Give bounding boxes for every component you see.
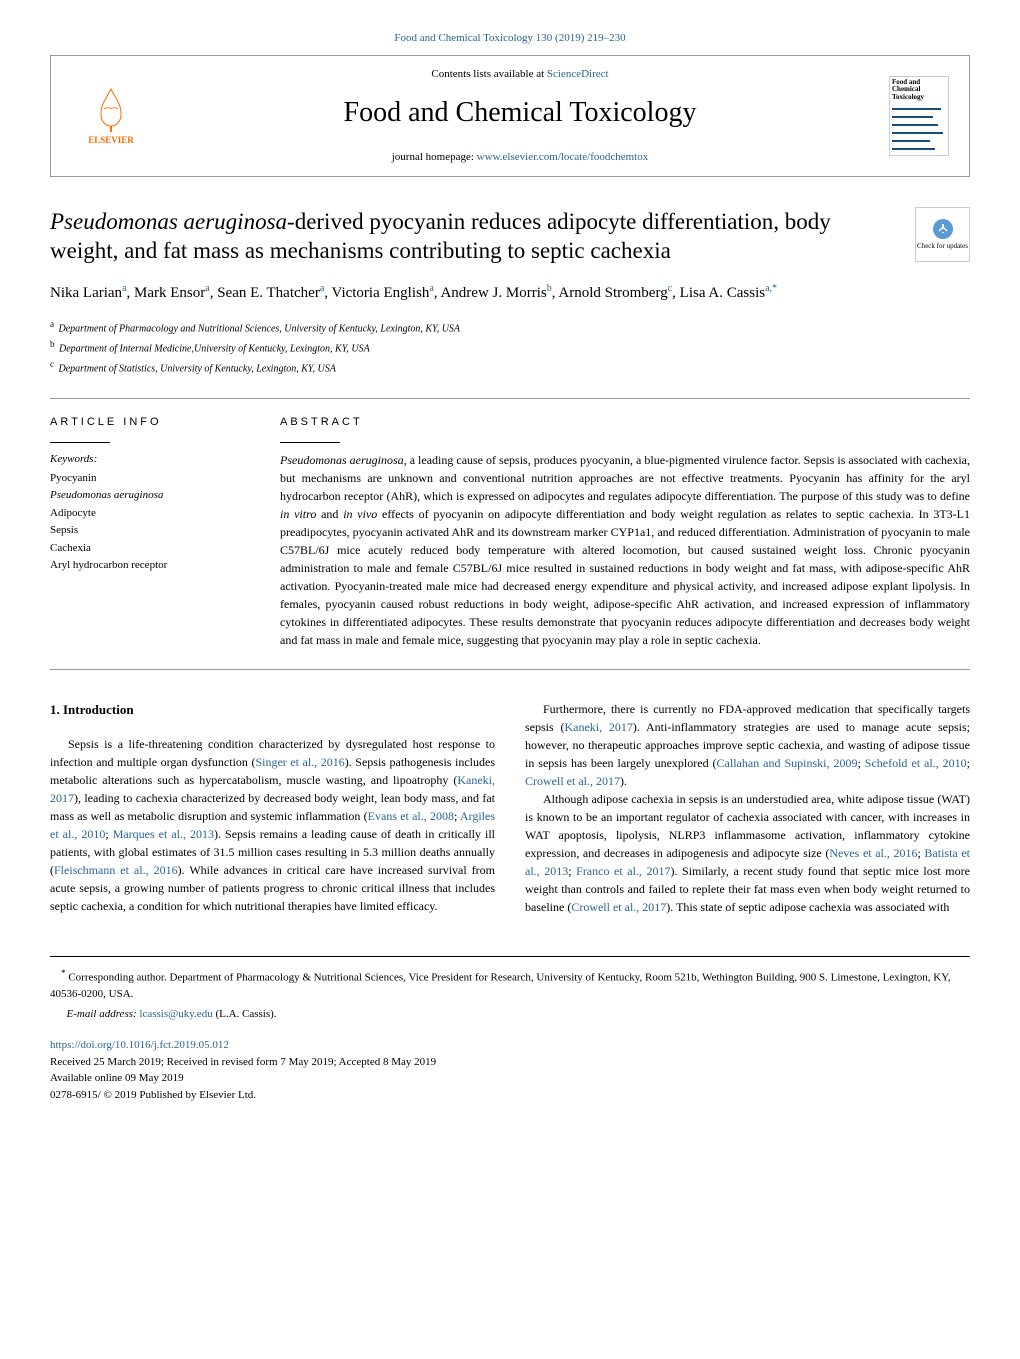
journal-citation: Food and Chemical Toxicology 130 (2019) … — [50, 30, 970, 47]
affiliation: b Department of Internal Medicine,Univer… — [50, 337, 970, 357]
citation-link[interactable]: Evans et al., 2008 — [368, 809, 454, 823]
abstract-text: Pseudomonas aeruginosa, a leading cause … — [280, 451, 970, 649]
abstract-divider — [280, 442, 340, 443]
keyword: Adipocyte — [50, 505, 250, 522]
divider — [50, 669, 970, 670]
abstract: ABSTRACT Pseudomonas aeruginosa, a leadi… — [280, 414, 970, 650]
elsevier-tree-icon — [86, 84, 136, 134]
keyword: Sepsis — [50, 522, 250, 539]
corresponding-author: * Corresponding author. Department of Ph… — [50, 967, 970, 1003]
citation-link[interactable]: Kaneki, 2017 — [564, 720, 632, 734]
keywords-label: Keywords: — [50, 451, 250, 468]
sciencedirect-link[interactable]: ScienceDirect — [547, 68, 609, 80]
email-link[interactable]: lcassis@uky.edu — [139, 1008, 212, 1020]
homepage-line: journal homepage: www.elsevier.com/locat… — [151, 149, 889, 166]
divider — [50, 398, 970, 399]
title-species: Pseudomonas aeruginosa — [50, 209, 287, 234]
info-abstract-section: ARTICLE INFO Keywords: PyocyaninPseudomo… — [50, 414, 970, 650]
affiliation: a Department of Pharmacology and Nutriti… — [50, 317, 970, 337]
intro-paragraph: Sepsis is a life-threatening condition c… — [50, 735, 495, 915]
email-line: E-mail address: lcassis@uky.edu (L.A. Ca… — [50, 1006, 970, 1023]
footer-info: https://doi.org/10.1016/j.fct.2019.05.01… — [50, 1037, 970, 1103]
updates-icon — [931, 217, 955, 241]
citation-link[interactable]: Fleischmann et al., 2016 — [54, 863, 178, 877]
check-updates-badge[interactable]: Check for updates — [915, 207, 970, 262]
citation-link[interactable]: Kaneki, 2017 — [50, 773, 495, 805]
keyword: Cachexia — [50, 540, 250, 557]
doi-link[interactable]: https://doi.org/10.1016/j.fct.2019.05.01… — [50, 1039, 229, 1051]
intro-paragraph: Furthermore, there is currently no FDA-a… — [525, 700, 970, 790]
email-name: (L.A. Cassis). — [213, 1008, 277, 1020]
received-dates: Received 25 March 2019; Received in revi… — [50, 1056, 436, 1068]
citation-link[interactable]: Franco et al., 2017 — [576, 864, 670, 878]
corresp-text: Corresponding author. Department of Phar… — [50, 972, 951, 1001]
journal-title: Food and Chemical Toxicology — [151, 92, 889, 134]
info-divider — [50, 442, 110, 443]
footnote-section: * Corresponding author. Department of Ph… — [50, 956, 970, 1022]
cover-title: Food and Chemical Toxicology — [892, 79, 946, 102]
intro-text: Sepsis is a life-threatening condition c… — [50, 700, 970, 916]
citation-link[interactable]: Callahan and Supinski, 2009 — [717, 756, 858, 770]
homepage-link[interactable]: www.elsevier.com/locate/foodchemtox — [477, 151, 649, 163]
email-label: E-mail address: — [67, 1008, 140, 1020]
affiliation: c Department of Statistics, University o… — [50, 357, 970, 377]
contents-line: Contents lists available at ScienceDirec… — [151, 66, 889, 83]
affiliations: a Department of Pharmacology and Nutriti… — [50, 317, 970, 378]
keyword: Pseudomonas aeruginosa — [50, 487, 250, 504]
abstract-header: ABSTRACT — [280, 414, 970, 431]
article-info-header: ARTICLE INFO — [50, 414, 250, 431]
article-info: ARTICLE INFO Keywords: PyocyaninPseudomo… — [50, 414, 250, 650]
keywords-list: PyocyaninPseudomonas aeruginosaAdipocyte… — [50, 470, 250, 574]
citation-link[interactable]: Singer et al., 2016 — [255, 755, 344, 769]
publisher-name: ELSEVIER — [88, 134, 134, 148]
intro-paragraph: Although adipose cachexia in sepsis is a… — [525, 790, 970, 916]
authors: Nika Lariana, Mark Ensora, Sean E. Thatc… — [50, 281, 970, 305]
citation-link[interactable]: Crowell et al., 2017 — [571, 900, 666, 914]
updates-text: Check for updates — [917, 241, 968, 252]
elsevier-logo: ELSEVIER — [71, 76, 151, 156]
available-date: Available online 09 May 2019 — [50, 1072, 184, 1084]
contents-text: Contents lists available at — [431, 68, 546, 80]
journal-cover-thumbnail: Food and Chemical Toxicology — [889, 76, 949, 156]
keyword: Aryl hydrocarbon receptor — [50, 557, 250, 574]
intro-heading: 1. Introduction — [50, 700, 495, 720]
article-title: Pseudomonas aeruginosa-derived pyocyanin… — [50, 207, 915, 267]
introduction-section: 1. Introduction Sepsis is a life-threate… — [50, 700, 970, 916]
citation-link[interactable]: Crowell et al., 2017 — [525, 774, 620, 788]
header-center: Contents lists available at ScienceDirec… — [151, 66, 889, 166]
homepage-text: journal homepage: — [392, 151, 477, 163]
copyright: 0278-6915/ © 2019 Published by Elsevier … — [50, 1089, 256, 1101]
citation-link[interactable]: Marques et al., 2013 — [113, 827, 214, 841]
journal-header: ELSEVIER Contents lists available at Sci… — [50, 55, 970, 177]
cover-bars — [892, 106, 946, 153]
corresp-marker: * — [61, 968, 66, 978]
title-section: Pseudomonas aeruginosa-derived pyocyanin… — [50, 207, 970, 267]
citation-link[interactable]: Schefold et al., 2010 — [865, 756, 967, 770]
citation-link[interactable]: Neves et al., 2016 — [829, 846, 917, 860]
keyword: Pyocyanin — [50, 470, 250, 487]
